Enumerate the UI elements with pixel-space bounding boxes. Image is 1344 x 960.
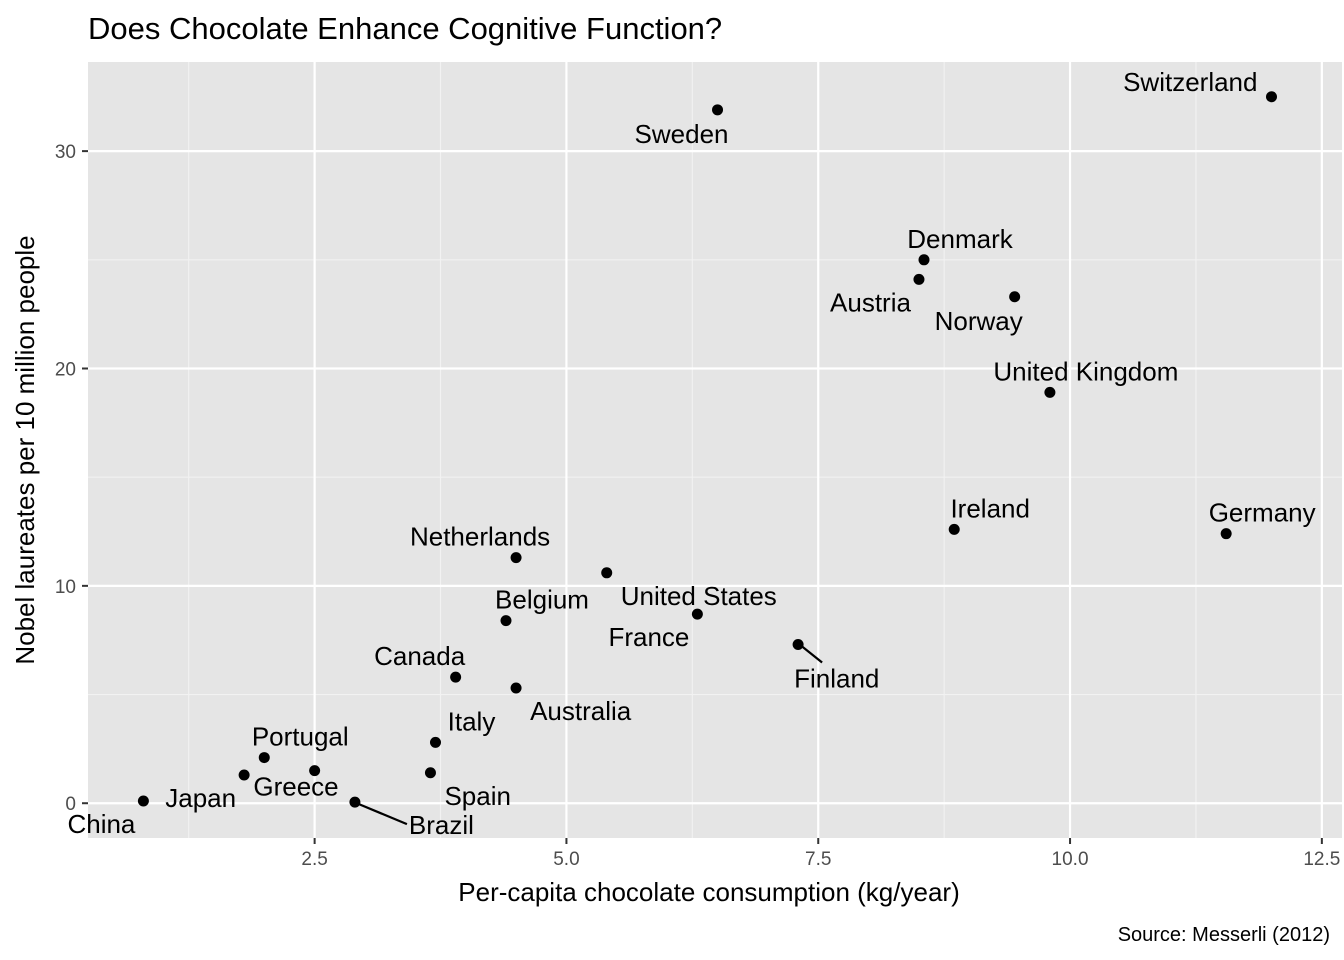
- point-label: Switzerland: [1123, 67, 1257, 97]
- point-label: Brazil: [409, 810, 474, 840]
- point-label: Sweden: [635, 119, 729, 149]
- minor-grid: [88, 62, 1342, 838]
- data-point: [601, 567, 613, 579]
- data-points: [137, 91, 1277, 808]
- point-label: Greece: [253, 772, 338, 802]
- x-tick-label: 7.5: [805, 849, 831, 870]
- plot-panel: [88, 62, 1342, 838]
- data-point: [1044, 386, 1056, 398]
- point-label: Australia: [530, 696, 632, 726]
- point-label: Germany: [1209, 498, 1316, 528]
- label-leader-lines: [358, 645, 823, 826]
- y-tick-label: 10: [55, 577, 76, 598]
- data-point: [309, 765, 321, 777]
- x-tick-label: 12.5: [1303, 849, 1340, 870]
- data-point: [510, 682, 522, 694]
- major-grid: [88, 62, 1342, 838]
- point-label: Norway: [935, 306, 1023, 336]
- point-labels: Switzerland Sweden Denmark Austria Norway Uni…: [67, 67, 1315, 840]
- data-point: [691, 608, 703, 620]
- y-tick-label: 20: [55, 359, 76, 380]
- data-point: [450, 671, 462, 683]
- data-point: [913, 273, 925, 285]
- data-point: [918, 254, 930, 266]
- point-label: China: [67, 809, 135, 839]
- x-axis: 2.5 5.0 7.5 10.0 12.5: [301, 838, 1340, 870]
- data-point: [712, 104, 724, 116]
- data-point: [500, 615, 512, 627]
- point-label: Spain: [444, 781, 511, 811]
- x-tick-label: 10.0: [1052, 849, 1089, 870]
- data-point: [948, 523, 960, 535]
- point-label: Finland: [794, 664, 879, 694]
- source-caption: Source: Messerli (2012): [1118, 924, 1330, 946]
- point-label: Canada: [374, 641, 466, 671]
- data-point: [137, 795, 149, 807]
- x-tick-label: 5.0: [553, 849, 579, 870]
- y-tick-label: 0: [65, 794, 76, 815]
- data-point: [510, 552, 522, 564]
- data-point: [1220, 528, 1232, 540]
- label-leader-line: [801, 645, 823, 664]
- chart-title: Does Chocolate Enhance Cognitive Functio…: [88, 11, 722, 46]
- point-label: Ireland: [950, 493, 1030, 523]
- data-point: [1265, 91, 1277, 103]
- point-label: United Kingdom: [993, 356, 1178, 386]
- data-point: [424, 767, 436, 779]
- y-axis: 0 10 20 30: [55, 142, 88, 815]
- data-point: [792, 639, 804, 651]
- point-label: Belgium: [495, 585, 589, 615]
- point-label: Austria: [830, 287, 911, 317]
- data-point: [1009, 291, 1021, 303]
- point-label: Japan: [165, 783, 236, 813]
- point-label: United States: [621, 581, 777, 611]
- point-label: Denmark: [907, 224, 1013, 254]
- x-tick-label: 2.5: [301, 849, 327, 870]
- x-axis-title: Per-capita chocolate consumption (kg/yea…: [458, 877, 959, 907]
- data-point: [429, 736, 441, 748]
- data-point: [349, 796, 361, 808]
- data-point: [238, 769, 250, 781]
- y-axis-title: Nobel laureates per 10 million people: [10, 235, 40, 664]
- point-label: Netherlands: [410, 522, 550, 552]
- point-label: Portugal: [252, 722, 349, 752]
- y-tick-label: 30: [55, 142, 76, 163]
- label-leader-line: [358, 803, 408, 826]
- point-label: France: [608, 622, 689, 652]
- point-label: Italy: [448, 706, 496, 736]
- data-point: [258, 752, 270, 764]
